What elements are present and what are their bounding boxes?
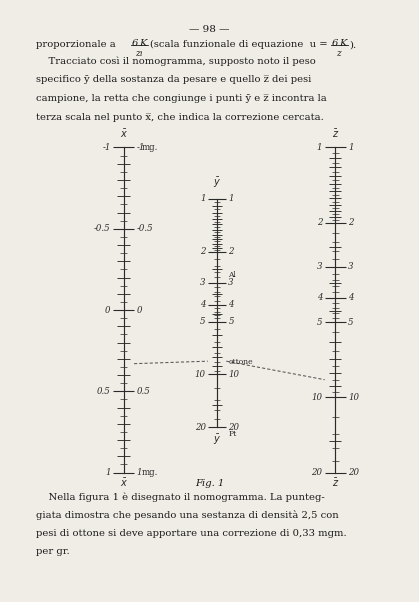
Text: pesi di ottone si deve apportare una correzione di 0,33 mgm.: pesi di ottone si deve apportare una cor… (36, 529, 346, 538)
Text: 0.5: 0.5 (137, 387, 150, 396)
Text: 5: 5 (228, 317, 234, 326)
Text: 10: 10 (195, 370, 206, 379)
Text: specifico ȳ della sostanza da pesare e quello z̅ dei pesi: specifico ȳ della sostanza da pesare e q… (36, 75, 311, 84)
Text: 10: 10 (311, 393, 322, 402)
Text: 2: 2 (228, 247, 234, 256)
Text: $\bar{x}$: $\bar{x}$ (119, 477, 128, 489)
Text: Fig. 1: Fig. 1 (195, 479, 224, 488)
Text: 10: 10 (348, 393, 359, 402)
Text: 4: 4 (200, 300, 206, 309)
Text: 20: 20 (311, 468, 322, 477)
Text: ottone: ottone (228, 358, 253, 366)
Text: 0.5: 0.5 (97, 387, 111, 396)
Text: 4: 4 (348, 293, 354, 302)
Text: 2: 2 (200, 247, 206, 256)
Text: $\bar{y}$: $\bar{y}$ (213, 433, 221, 447)
Text: 5: 5 (200, 317, 206, 326)
Text: K: K (339, 39, 347, 48)
Text: proporzionale a: proporzionale a (36, 40, 115, 49)
Text: 20: 20 (228, 423, 239, 432)
Text: z: z (135, 49, 140, 58)
Text: 1: 1 (348, 143, 354, 152)
Text: i: i (140, 50, 142, 58)
Text: 3: 3 (200, 278, 206, 287)
Text: -0.5: -0.5 (94, 225, 111, 233)
Text: 0: 0 (105, 306, 111, 314)
Text: 2: 2 (317, 218, 322, 227)
Text: Al: Al (228, 270, 236, 279)
Text: terza scala nel punto x̅, che indica la correzione cercata.: terza scala nel punto x̅, che indica la … (36, 113, 323, 122)
Text: 0: 0 (137, 306, 142, 314)
Text: $\bar{z}$: $\bar{z}$ (331, 477, 339, 489)
Text: 1: 1 (228, 194, 234, 203)
Text: -1: -1 (102, 143, 111, 152)
Text: giata dimostra che pesando una sestanza di densità 2,5 con: giata dimostra che pesando una sestanza … (36, 510, 339, 520)
Text: 5: 5 (348, 318, 354, 327)
Text: 4: 4 (317, 293, 322, 302)
Text: -1: -1 (137, 143, 145, 152)
Text: 10: 10 (228, 370, 239, 379)
Text: 3: 3 (317, 262, 322, 272)
Text: ).: ). (349, 40, 357, 49)
Text: K: K (140, 39, 147, 48)
Text: 3: 3 (228, 278, 234, 287)
Text: 4: 4 (228, 300, 234, 309)
Text: 5: 5 (317, 318, 322, 327)
Text: -0.5: -0.5 (137, 225, 153, 233)
Text: 1: 1 (105, 468, 111, 477)
Text: 1: 1 (137, 468, 142, 477)
Text: 1: 1 (317, 143, 322, 152)
Text: campione, la retta che congiunge i punti ȳ e z̅ incontra la: campione, la retta che congiunge i punti… (36, 94, 326, 103)
Text: mg.: mg. (142, 143, 158, 152)
Text: 6: 6 (332, 39, 338, 48)
Text: 3: 3 (348, 262, 354, 272)
Text: (scala funzionale di equazione  u =: (scala funzionale di equazione u = (150, 40, 327, 49)
Text: z: z (336, 49, 341, 58)
Text: mg.: mg. (142, 468, 158, 477)
Text: 20: 20 (195, 423, 206, 432)
Text: per gr.: per gr. (36, 547, 69, 556)
Text: Pt: Pt (228, 430, 237, 438)
Text: 20: 20 (348, 468, 359, 477)
Text: $\bar{z}$: $\bar{z}$ (331, 128, 339, 140)
Text: Nella figura 1 è disegnato il nomogramma. La punteg-: Nella figura 1 è disegnato il nomogramma… (36, 492, 324, 502)
Text: 1: 1 (200, 194, 206, 203)
Text: — 98 —: — 98 — (189, 25, 230, 34)
Text: Tracciato così il nomogramma, supposto noto il peso: Tracciato così il nomogramma, supposto n… (36, 57, 316, 66)
Text: $\bar{x}$: $\bar{x}$ (119, 128, 128, 140)
Text: 6: 6 (132, 39, 138, 48)
Text: 2: 2 (348, 218, 354, 227)
Text: $\bar{y}$: $\bar{y}$ (213, 176, 221, 190)
